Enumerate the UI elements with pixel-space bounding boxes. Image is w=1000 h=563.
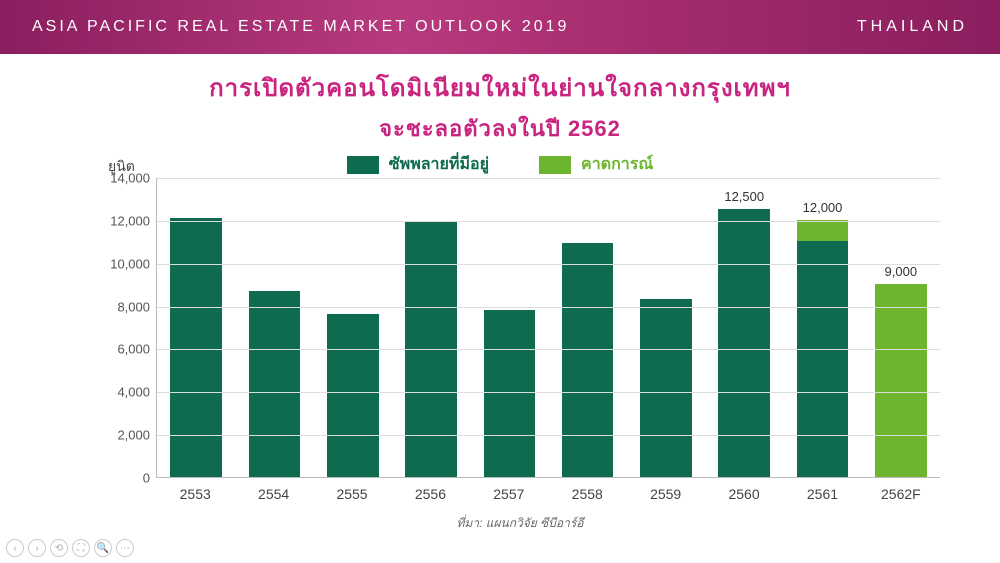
viewer-toolbar: ‹›⟲⛶🔍⋯	[6, 539, 134, 557]
chart-title-area: การเปิดตัวคอนโดมิเนียมใหม่ในย่านใจกลางกร…	[0, 68, 1000, 146]
viewer-toolbar-button[interactable]: ⛶	[72, 539, 90, 557]
chart-area: 02,0004,0006,0008,00010,00012,00014,000 …	[100, 178, 940, 498]
bar-stack	[249, 291, 301, 477]
bar-segment-existing	[484, 310, 536, 477]
legend-swatch	[539, 156, 571, 174]
x-tick-label: 2560	[705, 486, 783, 502]
y-tick-label: 4,000	[117, 385, 150, 400]
x-tick-label: 2562F	[862, 486, 940, 502]
y-tick-label: 14,000	[110, 171, 150, 186]
chart-title-line1: การเปิดตัวคอนโดมิเนียมใหม่ในย่านใจกลางกร…	[0, 68, 1000, 107]
bar-segment-existing	[249, 291, 301, 477]
header-bar: ASIA PACIFIC REAL ESTATE MARKET OUTLOOK …	[0, 0, 1000, 54]
bar-segment-existing	[562, 243, 614, 477]
bar-segment-existing	[170, 218, 222, 477]
bar-slot	[392, 178, 470, 477]
y-tick-label: 10,000	[110, 256, 150, 271]
grid-line	[157, 264, 940, 265]
bar-segment-existing	[327, 314, 379, 477]
x-axis-labels: 2553255425552556255725582559256025612562…	[156, 486, 940, 502]
legend-item: ซัพพลายที่มีอยู่	[347, 152, 489, 177]
legend-label: คาดการณ์	[581, 152, 653, 177]
grid-line	[157, 178, 940, 179]
viewer-toolbar-button[interactable]: 🔍	[94, 539, 112, 557]
grid-line	[157, 221, 940, 222]
y-axis: 02,0004,0006,0008,00010,00012,00014,000	[100, 178, 156, 478]
bar-segment-forecast	[797, 220, 849, 241]
bar-value-label: 12,000	[803, 200, 843, 215]
header-title-left: ASIA PACIFIC REAL ESTATE MARKET OUTLOOK …	[32, 18, 569, 36]
viewer-toolbar-button[interactable]: ⟲	[50, 539, 68, 557]
bars-container: 12,500 12,000 9,000	[157, 178, 940, 477]
x-tick-label: 2558	[548, 486, 626, 502]
bar-slot	[235, 178, 313, 477]
x-tick-label: 2557	[470, 486, 548, 502]
x-tick-label: 2553	[156, 486, 234, 502]
viewer-toolbar-button[interactable]: ⋯	[116, 539, 134, 557]
x-tick-label: 2556	[391, 486, 469, 502]
legend-item: คาดการณ์	[539, 152, 653, 177]
bar-slot: 9,000	[862, 178, 940, 477]
y-tick-label: 0	[143, 471, 150, 486]
bar-stack: 9,000	[875, 284, 927, 477]
grid-line	[157, 307, 940, 308]
x-tick-label: 2554	[234, 486, 312, 502]
viewer-toolbar-button[interactable]: ›	[28, 539, 46, 557]
chart-source: ที่มา: แผนกวิจัย ซีบีอาร์อี	[100, 514, 940, 533]
grid-line	[157, 349, 940, 350]
bar-slot: 12,500	[705, 178, 783, 477]
bar-segment-existing	[797, 241, 849, 477]
grid-line	[157, 435, 940, 436]
bar-stack	[562, 243, 614, 477]
grid-line	[157, 392, 940, 393]
plot-area: 12,500 12,000 9,000	[156, 178, 940, 478]
y-tick-label: 2,000	[117, 428, 150, 443]
bar-stack	[327, 314, 379, 477]
bar-segment-existing	[718, 209, 770, 477]
header-title-right: THAILAND	[857, 18, 968, 36]
bar-value-label: 9,000	[885, 264, 918, 279]
bar-segment-existing	[640, 299, 692, 477]
bar-segment-forecast	[875, 284, 927, 477]
viewer-toolbar-button[interactable]: ‹	[6, 539, 24, 557]
y-tick-label: 8,000	[117, 299, 150, 314]
bar-slot	[314, 178, 392, 477]
bar-slot	[157, 178, 235, 477]
x-tick-label: 2561	[783, 486, 861, 502]
chart-title-line2: จะชะลอตัวลงในปี 2562	[0, 111, 1000, 146]
y-tick-label: 12,000	[110, 213, 150, 228]
bar-stack	[484, 310, 536, 477]
y-tick-label: 6,000	[117, 342, 150, 357]
x-tick-label: 2555	[313, 486, 391, 502]
bar-stack	[170, 218, 222, 477]
bar-slot	[470, 178, 548, 477]
bar-stack: 12,500	[718, 209, 770, 477]
bar-slot	[548, 178, 626, 477]
legend-label: ซัพพลายที่มีอยู่	[389, 152, 489, 177]
x-tick-label: 2559	[626, 486, 704, 502]
bar-slot	[627, 178, 705, 477]
bar-stack	[640, 299, 692, 477]
bar-value-label: 12,500	[724, 189, 764, 204]
bar-slot: 12,000	[783, 178, 861, 477]
legend-swatch	[347, 156, 379, 174]
legend: ซัพพลายที่มีอยู่ คาดการณ์	[0, 152, 1000, 177]
